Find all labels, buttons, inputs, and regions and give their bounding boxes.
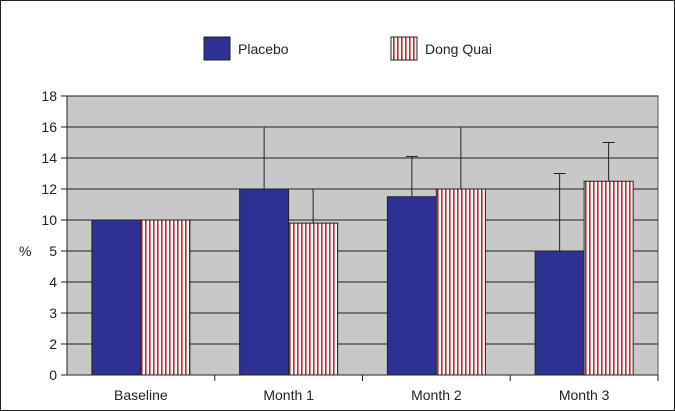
y-axis: 0 2 3 4 5 10 12 14 16 18 — [41, 88, 68, 383]
x-tick-label: Baseline — [114, 387, 168, 403]
bar-dong-quai — [583, 180, 634, 376]
bar-dong-quai — [435, 188, 486, 376]
legend-swatch — [390, 36, 418, 61]
y-tick-label: 3 — [49, 305, 57, 321]
bar-placebo — [386, 196, 437, 376]
bar-dong-quai — [288, 222, 339, 376]
x-tick-label: Month 3 — [559, 387, 610, 403]
bar-placebo — [534, 250, 585, 376]
legend-label: Dong Quai — [425, 41, 492, 57]
legend-label: Placebo — [238, 41, 289, 57]
y-tick-label: 16 — [41, 119, 57, 135]
y-tick-label: 12 — [41, 181, 57, 197]
legend-swatch — [203, 36, 231, 61]
x-tick-label: Month 1 — [263, 387, 314, 403]
y-tick-label: 10 — [41, 212, 57, 228]
bar-placebo — [239, 188, 290, 376]
y-tick-label: 2 — [49, 336, 57, 352]
bars — [91, 126, 634, 376]
bar-placebo — [91, 219, 142, 376]
x-axis: Baseline Month 1 Month 2 Month 3 — [67, 374, 659, 403]
y-tick-label: 14 — [41, 150, 57, 166]
y-tick-label: 5 — [49, 243, 57, 259]
legend: Placebo Dong Quai — [203, 36, 492, 61]
bar-dong-quai — [140, 219, 191, 376]
x-tick-label: Month 2 — [411, 387, 462, 403]
y-tick-label: 0 — [49, 367, 57, 383]
y-tick-label: 18 — [41, 88, 57, 104]
y-axis-label: % — [19, 243, 31, 259]
y-tick-label: 4 — [49, 274, 57, 290]
